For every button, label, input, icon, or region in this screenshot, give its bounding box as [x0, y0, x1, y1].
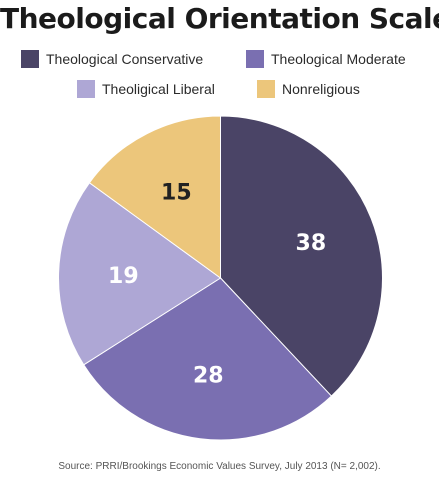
- slice-label-liberal: 19: [108, 264, 139, 289]
- legend-label-moderate: Theological Moderate: [271, 51, 406, 67]
- legend-swatch-liberal: [77, 80, 95, 98]
- pie-slice-moderate: [83, 277, 333, 441]
- legend-label-nonreligious: Nonreligious: [282, 81, 360, 97]
- legend-swatch-moderate: [246, 50, 264, 68]
- pie-slice-nonreligious: [88, 115, 221, 279]
- legend-item-conservative: Theological Conservative: [21, 48, 203, 70]
- legend-item-nonreligious: Nonreligious: [257, 78, 360, 100]
- pie-slice-liberal: [58, 182, 222, 366]
- source-note: Source: PRRI/Brookings Economic Values S…: [58, 461, 381, 472]
- pie-slice-conservative: [220, 115, 383, 397]
- legend-swatch-nonreligious: [257, 80, 275, 98]
- legend-label-liberal: Theoligical Liberal: [102, 81, 215, 97]
- legend-item-moderate: Theological Moderate: [246, 48, 406, 70]
- slice-label-conservative: 38: [296, 231, 327, 256]
- slice-label-nonreligious: 15: [161, 180, 192, 205]
- legend-label-conservative: Theological Conservative: [46, 51, 204, 67]
- legend-item-liberal: Theoligical Liberal: [77, 78, 215, 100]
- chart-title: Theological Orientation Scale: [0, 2, 439, 35]
- legend-swatch-conservative: [21, 50, 39, 68]
- slice-label-moderate: 28: [193, 363, 224, 388]
